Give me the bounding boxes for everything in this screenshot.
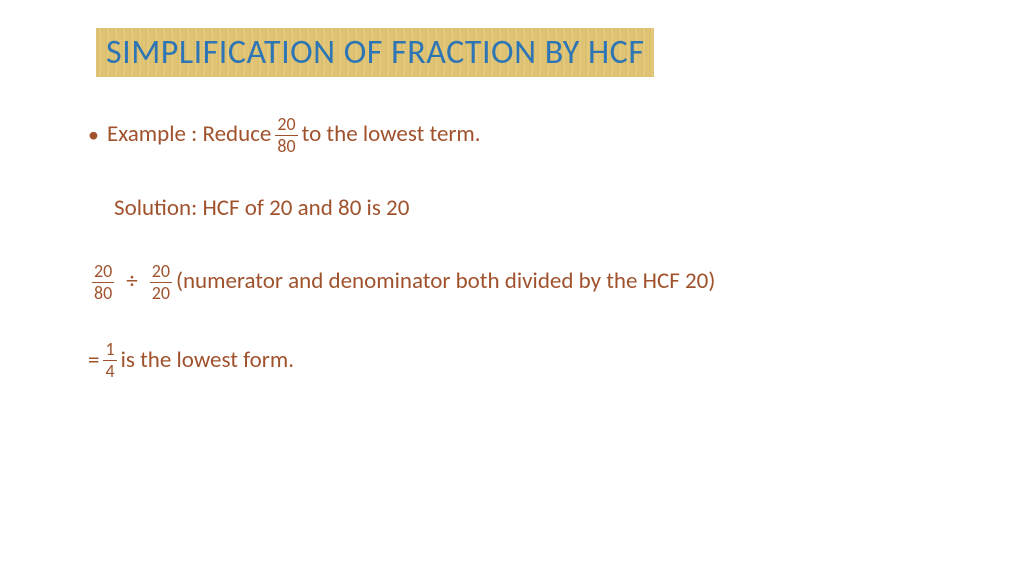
division-fraction-b: 20 20: [150, 262, 172, 303]
fraction-denominator: 4: [103, 361, 116, 381]
example-line: • Example : Reduce 20 80 to the lowest t…: [88, 115, 1024, 156]
bullet-icon: •: [88, 121, 99, 150]
solution-line: Solution: HCF of 20 and 80 is 20: [114, 194, 1024, 224]
fraction-denominator: 80: [275, 136, 297, 156]
example-fraction: 20 80: [275, 115, 297, 156]
fraction-denominator: 80: [92, 283, 114, 303]
result-pre-text: =: [88, 346, 99, 376]
slide-content: • Example : Reduce 20 80 to the lowest t…: [88, 115, 1024, 381]
title-bar: SIMPLIFICATION OF FRACTION BY HCF: [96, 28, 654, 77]
division-operator: ÷: [126, 267, 137, 297]
division-post-text: (numerator and denominator both divided …: [176, 267, 715, 297]
fraction-denominator: 20: [150, 283, 172, 303]
fraction-numerator: 20: [150, 262, 172, 283]
example-post-text: to the lowest term.: [302, 120, 481, 150]
division-fraction-a: 20 80: [92, 262, 114, 303]
fraction-numerator: 20: [275, 115, 297, 136]
slide-title: SIMPLIFICATION OF FRACTION BY HCF: [106, 32, 644, 73]
fraction-numerator: 1: [103, 340, 116, 361]
fraction-numerator: 20: [92, 262, 114, 283]
example-pre-text: Example : Reduce: [107, 120, 271, 150]
result-fraction: 1 4: [103, 340, 116, 381]
solution-text: Solution: HCF of 20 and 80 is 20: [114, 194, 409, 224]
result-line: = 1 4 is the lowest form.: [88, 340, 1024, 381]
division-line: 20 80 ÷ 20 20 (numerator and denominator…: [88, 262, 1024, 303]
result-post-text: is the lowest form.: [121, 346, 294, 376]
